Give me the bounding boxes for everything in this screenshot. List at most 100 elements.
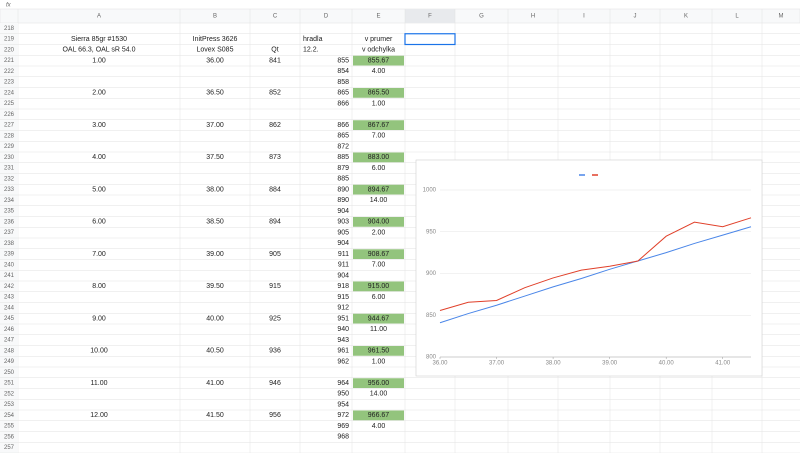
- cell-text[interactable]: 3.00: [92, 122, 106, 129]
- row-number[interactable]: 232: [4, 176, 15, 182]
- cell-text[interactable]: 951: [337, 315, 349, 322]
- row-number[interactable]: 228: [4, 133, 15, 139]
- column-header[interactable]: F: [428, 14, 432, 20]
- row-number[interactable]: 235: [4, 209, 15, 215]
- cell-text[interactable]: 908.67: [368, 251, 390, 258]
- cell-text[interactable]: 956.00: [368, 380, 390, 387]
- cell-text[interactable]: 969: [337, 423, 349, 430]
- cell-text[interactable]: 879: [337, 165, 349, 172]
- row-number[interactable]: 224: [4, 90, 15, 96]
- column-header[interactable]: A: [97, 14, 101, 20]
- cell-text[interactable]: 904.00: [368, 219, 390, 226]
- cell-text[interactable]: 873: [269, 154, 281, 161]
- cell-text[interactable]: 4.00: [372, 68, 386, 75]
- selected-cell[interactable]: [404, 33, 456, 46]
- cell-text[interactable]: InitPress 3626: [193, 36, 238, 43]
- row-number[interactable]: 241: [4, 273, 15, 279]
- cell-text[interactable]: 866: [337, 122, 349, 129]
- row-number[interactable]: 230: [4, 155, 15, 161]
- cell-text[interactable]: 950: [337, 391, 349, 398]
- cell-text[interactable]: 966.67: [368, 412, 390, 419]
- row-number[interactable]: 234: [4, 198, 15, 204]
- cell-text[interactable]: Qt: [271, 47, 278, 54]
- cell-text[interactable]: 40.50: [206, 348, 224, 355]
- cell-text[interactable]: 961.50: [368, 348, 390, 355]
- cell-text[interactable]: 911: [338, 251, 349, 258]
- cell-text[interactable]: 940: [337, 326, 349, 333]
- cell-text[interactable]: 884: [269, 186, 281, 193]
- cell-text[interactable]: 866: [337, 100, 349, 107]
- cell-text[interactable]: 12.2.: [303, 47, 319, 54]
- row-number[interactable]: 239: [4, 252, 15, 258]
- row-number[interactable]: 225: [4, 101, 15, 107]
- cell-text[interactable]: 9.00: [92, 315, 106, 322]
- row-number[interactable]: 219: [4, 37, 15, 43]
- column-header[interactable]: D: [324, 14, 329, 20]
- column-header[interactable]: L: [735, 14, 739, 20]
- row-number[interactable]: 223: [4, 80, 15, 86]
- cell-text[interactable]: 1.00: [372, 358, 386, 365]
- cell-text[interactable]: 903: [337, 219, 349, 226]
- cell-text[interactable]: 12.00: [90, 412, 108, 419]
- cell-text[interactable]: hradla: [303, 36, 323, 43]
- row-number[interactable]: 233: [4, 187, 15, 193]
- cell-text[interactable]: 904: [337, 272, 349, 279]
- cell-text[interactable]: 10.00: [90, 348, 108, 355]
- cell-text[interactable]: 964: [337, 380, 349, 387]
- row-number[interactable]: 253: [4, 402, 15, 408]
- cell-text[interactable]: 37.00: [206, 122, 224, 129]
- cell-text[interactable]: 904: [337, 240, 349, 247]
- cell-text[interactable]: 5.00: [92, 186, 106, 193]
- cell-text[interactable]: 6.00: [372, 294, 386, 301]
- cell-text[interactable]: 2.00: [372, 229, 386, 236]
- cell-text[interactable]: 855.67: [368, 57, 390, 64]
- cell-text[interactable]: 858: [337, 79, 349, 86]
- cell-text[interactable]: 872: [337, 143, 349, 150]
- cell-text[interactable]: 4.00: [92, 154, 106, 161]
- cell-text[interactable]: 890: [337, 186, 349, 193]
- cell-text[interactable]: 943: [337, 337, 349, 344]
- cell-text[interactable]: 8.00: [92, 283, 106, 290]
- cell-text[interactable]: 11.00: [370, 326, 387, 333]
- cell-text[interactable]: 6.00: [92, 219, 106, 226]
- cell-text[interactable]: 2.00: [92, 90, 106, 97]
- row-number[interactable]: 250: [4, 370, 15, 376]
- row-number[interactable]: 221: [4, 58, 15, 64]
- cell-text[interactable]: 855: [337, 57, 349, 64]
- cell-text[interactable]: 883.00: [368, 154, 390, 161]
- cell-text[interactable]: 925: [269, 315, 281, 322]
- row-number[interactable]: 257: [4, 445, 15, 451]
- column-header[interactable]: B: [213, 14, 217, 20]
- row-number[interactable]: 236: [4, 219, 15, 225]
- cell-text[interactable]: 865: [337, 133, 349, 140]
- row-number[interactable]: 255: [4, 424, 15, 430]
- cell-text[interactable]: Lovex S085: [197, 47, 234, 54]
- cell-text[interactable]: 7.00: [92, 251, 106, 258]
- cell-text[interactable]: 911: [338, 262, 349, 269]
- cell-text[interactable]: 961: [337, 348, 349, 355]
- cell-text[interactable]: 865: [337, 90, 349, 97]
- row-number[interactable]: 218: [4, 26, 15, 32]
- row-number[interactable]: 220: [4, 47, 15, 53]
- cell-text[interactable]: 904: [337, 208, 349, 215]
- cell-text[interactable]: 38.00: [206, 186, 224, 193]
- cell-text[interactable]: v prumer: [365, 36, 393, 43]
- cell-text[interactable]: 39.50: [206, 283, 224, 290]
- cell-text[interactable]: 905: [337, 229, 349, 236]
- row-number[interactable]: 231: [4, 166, 15, 172]
- cell-text[interactable]: 890: [337, 197, 349, 204]
- row-number[interactable]: 249: [4, 359, 15, 365]
- row-number[interactable]: 229: [4, 144, 15, 150]
- cell-text[interactable]: 894: [269, 219, 281, 226]
- cell-text[interactable]: 918: [337, 283, 349, 290]
- row-number[interactable]: 251: [4, 381, 15, 387]
- column-header[interactable]: C: [273, 14, 278, 20]
- cell-text[interactable]: 944.67: [368, 315, 390, 322]
- row-number[interactable]: 227: [4, 123, 15, 129]
- row-number[interactable]: 245: [4, 316, 15, 322]
- cell-text[interactable]: 38.50: [206, 219, 224, 226]
- cell-text[interactable]: 37.50: [206, 154, 224, 161]
- cell-text[interactable]: 936: [269, 348, 281, 355]
- cell-text[interactable]: 1.00: [372, 100, 386, 107]
- cell-text[interactable]: v odchylka: [362, 47, 395, 54]
